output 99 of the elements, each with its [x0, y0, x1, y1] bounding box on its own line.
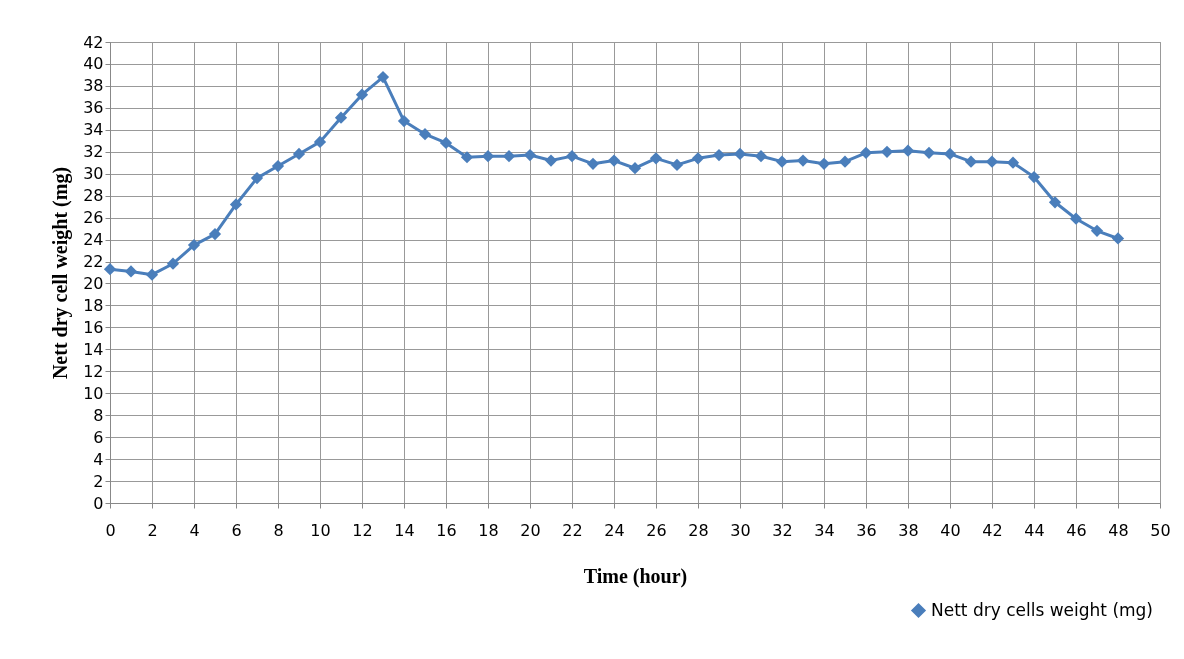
point [964, 155, 978, 168]
point [796, 154, 810, 167]
x-tick-label: 50 [1150, 520, 1171, 540]
x-tick-label: 22 [562, 520, 583, 540]
point [187, 238, 201, 252]
x-tick-label: 14 [394, 520, 415, 540]
point [922, 146, 936, 159]
point [1006, 156, 1020, 169]
point [628, 162, 642, 175]
point [460, 151, 474, 164]
x-tick-label: 46 [1066, 520, 1087, 540]
y-tick-label: 12 [83, 361, 104, 381]
x-tick-label: 20 [520, 520, 541, 540]
x-tick-label: 10 [310, 520, 331, 540]
x-tick-label: 38 [898, 520, 919, 540]
x-tick-label: 6 [231, 520, 242, 540]
point [985, 155, 999, 168]
y-tick-label: 20 [83, 273, 104, 293]
point [838, 155, 852, 168]
y-tick-label: 2 [93, 471, 104, 491]
x-tick-label: 40 [940, 520, 961, 540]
x-tick-label: 4 [189, 520, 200, 540]
y-tick-label: 0 [93, 493, 104, 513]
point [1027, 170, 1041, 184]
point [880, 145, 894, 158]
point [250, 171, 264, 185]
y-axis-title: Nett dry cell weight (mg) [49, 166, 73, 380]
point [565, 150, 579, 163]
y-tick-label: 28 [83, 186, 104, 206]
point [586, 157, 600, 170]
point [943, 147, 957, 161]
point [292, 147, 306, 161]
point [145, 268, 159, 281]
x-tick-label: 12 [352, 520, 373, 540]
x-tick-label: 28 [688, 520, 709, 540]
x-tick-label: 36 [856, 520, 877, 540]
x-tick-label: 44 [1024, 520, 1045, 540]
point [859, 146, 873, 159]
point [1090, 224, 1104, 237]
x-tick-label: 42 [982, 520, 1003, 540]
y-tick-label: 14 [83, 339, 104, 359]
x-tick-label: 16 [436, 520, 457, 540]
point [313, 135, 327, 149]
y-tick-label: 38 [83, 76, 104, 96]
point [439, 136, 453, 150]
point [166, 257, 180, 270]
point [334, 111, 348, 124]
point [355, 88, 369, 101]
y-tick-label: 30 [83, 164, 104, 184]
y-tick-label: 42 [83, 32, 104, 52]
point [817, 157, 831, 170]
point [397, 114, 411, 128]
x-axis-title: Time (hour) [583, 564, 688, 588]
x-tick-label: 32 [772, 520, 793, 540]
x-tick-label: 8 [273, 520, 284, 540]
point [124, 265, 138, 278]
y-tick-label: 22 [83, 252, 104, 272]
point [523, 148, 537, 162]
point [1111, 232, 1125, 245]
point [544, 154, 558, 167]
point [1069, 212, 1083, 225]
x-tick-label: 30 [730, 520, 751, 540]
y-tick-label: 10 [83, 383, 104, 403]
point [901, 144, 915, 157]
point [502, 150, 516, 163]
y-tick-label: 26 [83, 208, 104, 228]
y-tick-label: 24 [83, 230, 104, 250]
x-tick-label: 34 [814, 520, 835, 540]
point [229, 198, 243, 211]
point [712, 148, 726, 162]
point [481, 150, 495, 163]
point [670, 158, 684, 172]
y-tick-label: 36 [83, 98, 104, 118]
x-tick-label: 24 [604, 520, 625, 540]
point [1048, 196, 1062, 209]
point [376, 71, 390, 84]
point [103, 263, 117, 276]
point [649, 152, 663, 165]
point [271, 159, 285, 173]
point [418, 128, 432, 141]
y-tick-label: 18 [83, 295, 104, 315]
point [208, 227, 222, 241]
y-tick-label: 6 [93, 427, 104, 447]
y-tick-label: 16 [83, 317, 104, 337]
x-tick-label: 48 [1108, 520, 1129, 540]
y-tick-label: 40 [83, 54, 104, 74]
x-tick-label: 2 [147, 520, 158, 540]
y-tick-label: 4 [93, 449, 104, 469]
point [775, 155, 789, 168]
point [607, 154, 621, 167]
x-tick-label: 18 [478, 520, 499, 540]
legend-label: Nett dry cells weight (mg) [931, 599, 1154, 620]
y-tick-label: 34 [83, 120, 104, 140]
point [754, 150, 768, 163]
y-tick-label: 32 [83, 142, 104, 162]
y-tick-label: 8 [93, 405, 104, 425]
point [733, 147, 747, 161]
point [691, 152, 705, 165]
x-tick-label: 26 [646, 520, 667, 540]
